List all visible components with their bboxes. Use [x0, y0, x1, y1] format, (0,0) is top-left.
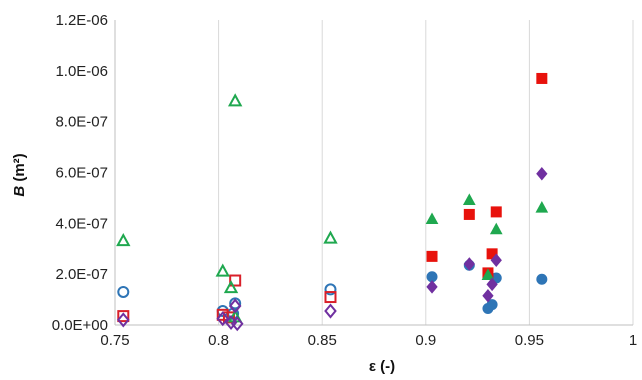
- filled-triangle-marker: [481, 268, 495, 280]
- y-tick-label: 1.2E-06: [55, 12, 108, 29]
- hollow-triangle-marker: [215, 263, 230, 277]
- y-tick-label: 6.0E-07: [55, 165, 108, 182]
- filled-triangle-marker: [489, 222, 503, 235]
- y-axis-title: B (m²): [11, 153, 28, 196]
- y-tick-label: 2.0E-07: [55, 266, 108, 283]
- grid-lines: [114, 20, 634, 325]
- x-tick-label: 0.75: [100, 332, 129, 349]
- filled-square-marker: [536, 72, 548, 84]
- x-tick-label: 0.8: [208, 332, 229, 349]
- hollow-circle-marker: [117, 285, 130, 298]
- filled-diamond-marker: [536, 166, 548, 181]
- filled-diamond-marker: [426, 280, 438, 294]
- hollow-diamond-marker: [228, 298, 242, 314]
- tick-labels: 0.75 0.8 0.85 0.9 0.95 1 0.0E+00 2.0E-07 4.0E-07…: [52, 12, 637, 349]
- filled-circle-marker: [536, 273, 548, 285]
- filled-triangle-marker: [462, 193, 476, 205]
- hollow-diamond-marker: [216, 311, 230, 327]
- hollow-diamond-marker: [116, 312, 130, 328]
- hollow-circle-marker: [216, 305, 229, 318]
- hollow-diamond-marker: [230, 316, 244, 332]
- hollow-triangle-marker: [223, 280, 239, 294]
- hollow-diamond-marker: [324, 303, 337, 319]
- axes: [114, 20, 633, 326]
- data-points: [116, 72, 549, 332]
- x-axis-title: ε (-): [369, 358, 395, 375]
- y-tick-label: 0.0E+00: [52, 317, 108, 334]
- hollow-circle-marker: [324, 283, 337, 296]
- filled-diamond-marker: [486, 277, 498, 292]
- hollow-square-marker: [216, 308, 229, 321]
- y-tick-label: 8.0E-07: [55, 114, 108, 131]
- filled-circle-marker: [486, 299, 498, 311]
- x-tick-label: 1: [629, 332, 637, 349]
- y-tick-label: 4.0E-07: [55, 215, 108, 232]
- hollow-square-marker: [229, 274, 242, 287]
- x-tick-label: 0.95: [515, 332, 544, 349]
- y-axis-title-unit: (m²): [11, 153, 28, 186]
- x-tick-label: 0.9: [415, 332, 436, 349]
- filled-diamond-marker: [482, 288, 494, 303]
- filled-diamond-marker: [490, 253, 502, 267]
- hollow-triangle-marker: [227, 93, 243, 107]
- hollow-triangle-marker: [116, 233, 131, 247]
- filled-square-marker: [463, 208, 475, 220]
- hollow-square-marker: [324, 291, 337, 304]
- hollow-square-marker: [117, 310, 130, 323]
- y-axis-title-symbol: B: [11, 186, 28, 197]
- filled-triangle-marker: [425, 212, 439, 225]
- hollow-triangle-marker: [323, 230, 338, 244]
- y-tick-label: 1.0E-06: [55, 63, 108, 80]
- filled-square-marker: [490, 206, 502, 218]
- filled-square-marker: [426, 250, 438, 262]
- filled-diamond-marker: [463, 257, 475, 271]
- x-tick-label: 0.85: [308, 332, 337, 349]
- filled-triangle-marker: [535, 201, 549, 213]
